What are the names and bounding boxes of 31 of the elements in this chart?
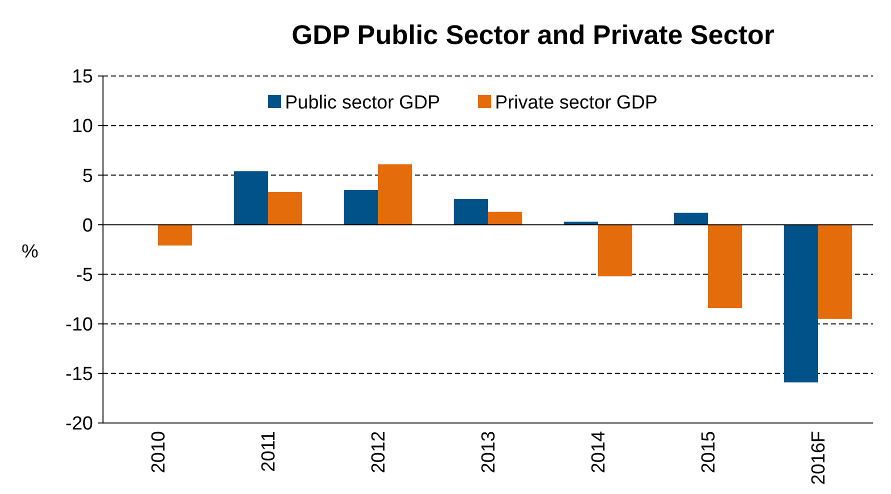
bar <box>158 224 192 246</box>
y-tick-label: -10 <box>66 314 93 336</box>
bar <box>598 224 632 276</box>
bar <box>784 224 818 382</box>
x-tick-label: 2015 <box>698 431 720 474</box>
bar <box>818 224 852 319</box>
bar <box>378 164 412 225</box>
bar <box>674 212 708 225</box>
y-tick-label: 10 <box>72 116 93 138</box>
legend-label: Private sector GDP <box>495 92 658 114</box>
chart-title: GDP Public Sector and Private Sector <box>292 20 775 50</box>
y-tick-label: 0 <box>82 215 93 236</box>
x-tick-label: 2010 <box>148 431 170 474</box>
bar <box>454 198 488 225</box>
y-tick-label: 5 <box>82 166 93 187</box>
x-tick-label: 2016F <box>808 431 830 485</box>
x-tick-label: 2011 <box>258 431 280 472</box>
y-tick-label: -20 <box>66 414 93 435</box>
x-tick-label: 2012 <box>368 431 390 474</box>
y-tick-label: 15 <box>72 66 93 88</box>
x-tick-label: 2014 <box>588 430 610 474</box>
bar <box>344 190 378 225</box>
bar <box>488 212 522 225</box>
y-tick-label: -15 <box>66 364 93 386</box>
legend-label: Public sector GDP <box>285 92 440 114</box>
y-tick-label: -5 <box>76 264 93 286</box>
bar <box>268 192 302 225</box>
x-tick-label: 2013 <box>478 431 500 474</box>
bar <box>234 171 268 225</box>
y-axis-title: % <box>22 242 39 262</box>
bar <box>708 224 742 308</box>
